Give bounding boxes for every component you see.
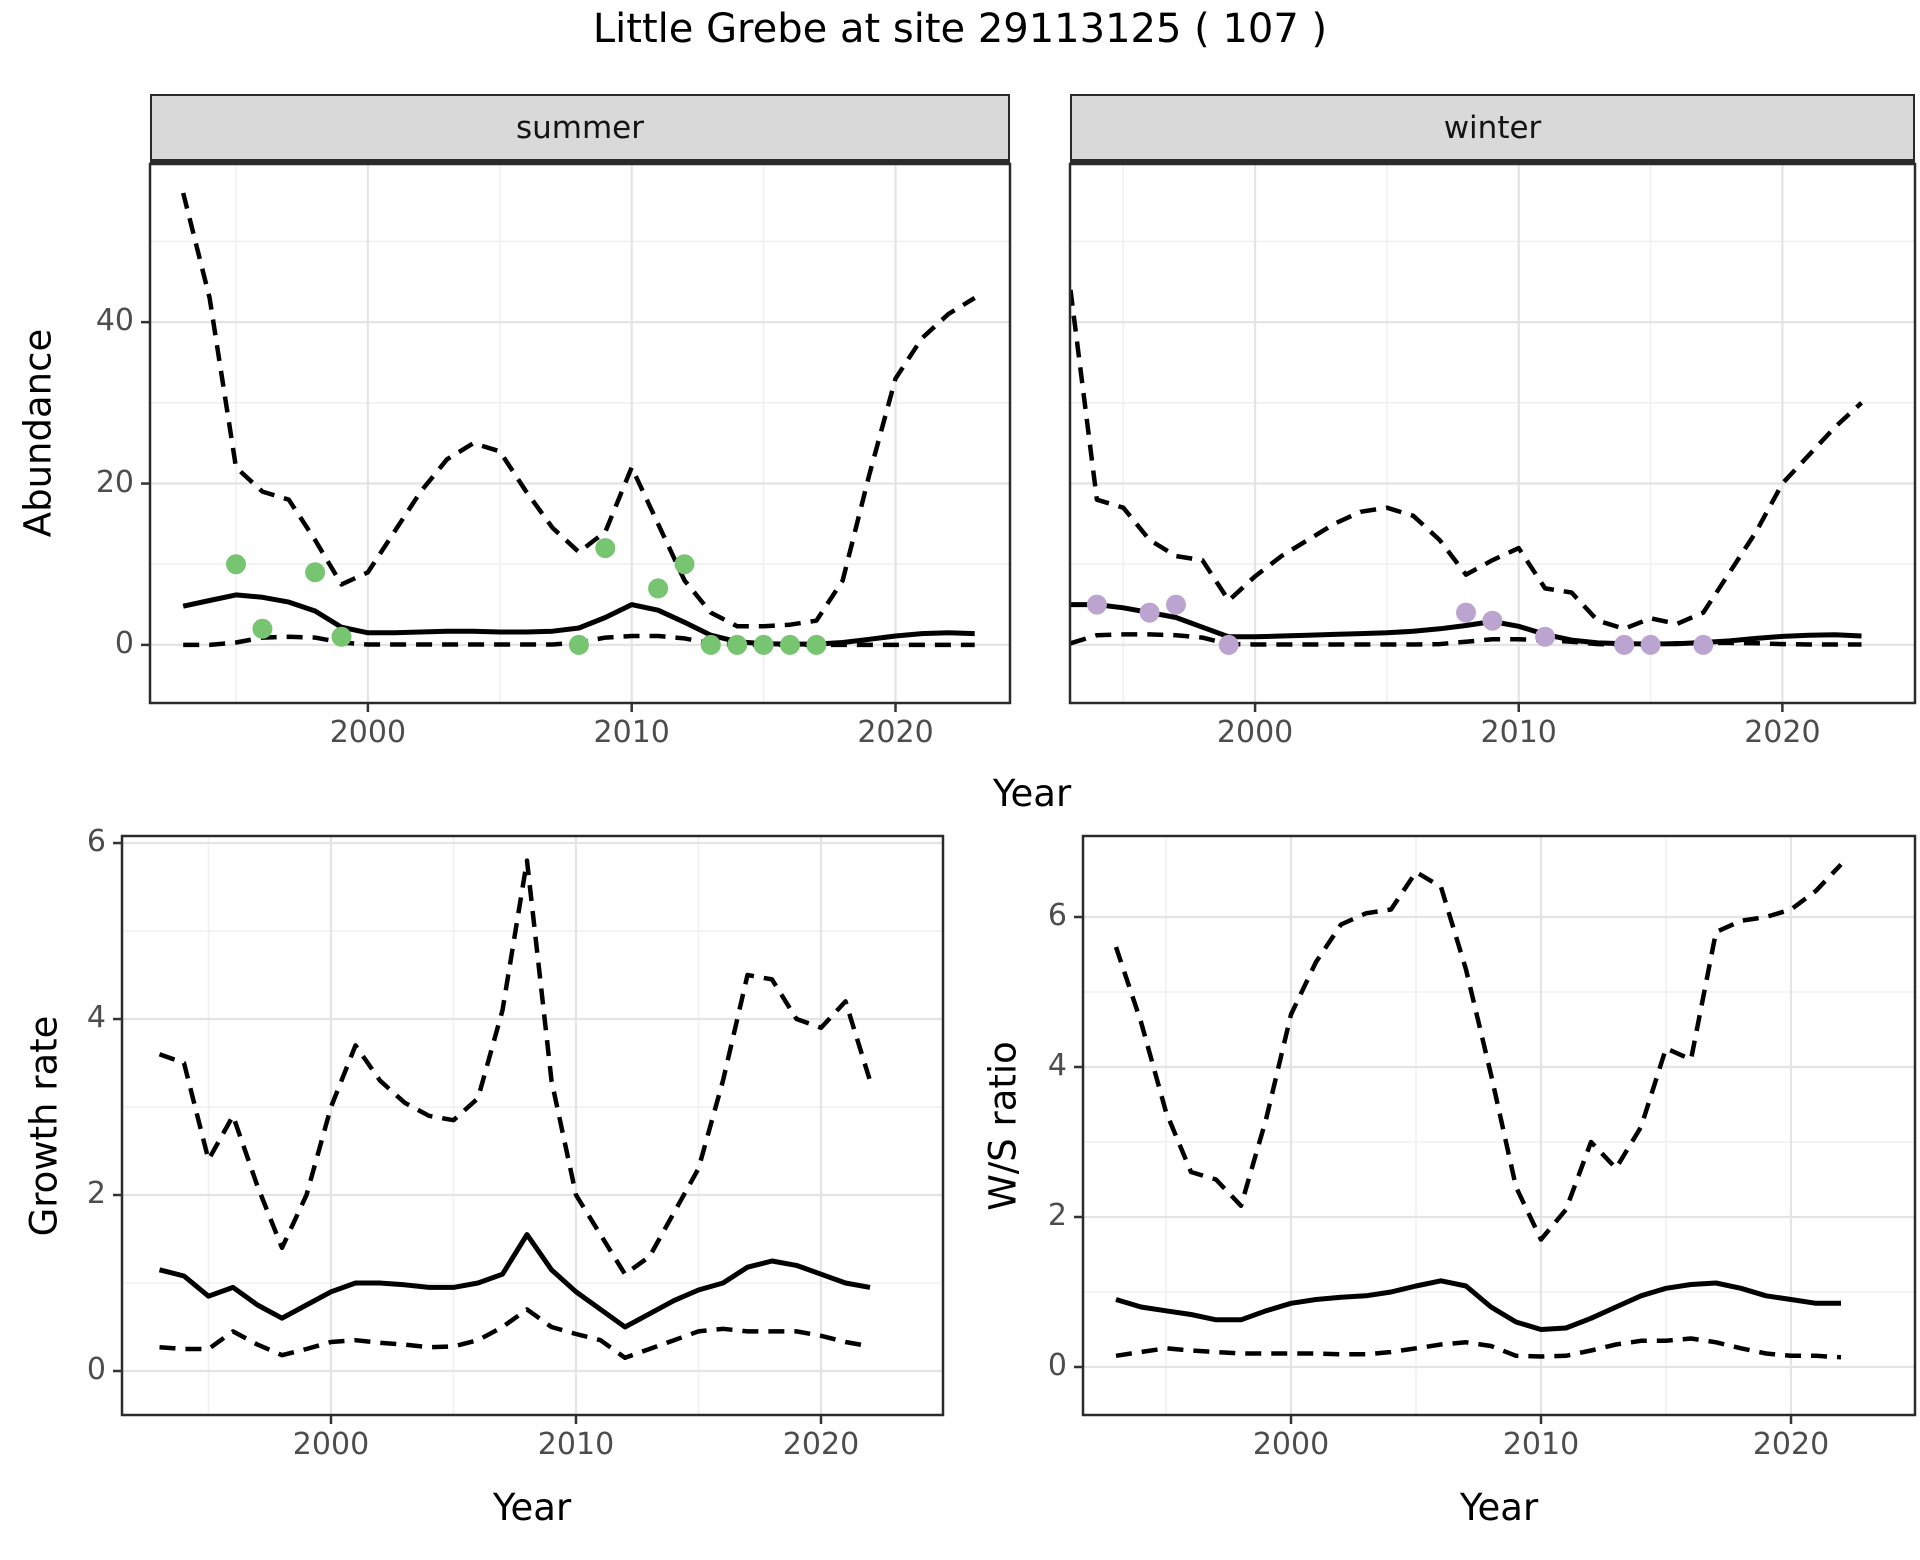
y-tick-label: 6 <box>1047 898 1067 933</box>
panel-abundance-winter <box>1068 162 1917 712</box>
abundance-summer-point <box>331 626 352 647</box>
y-tick-label: 2 <box>1047 1198 1067 1233</box>
abundance-winter-chart <box>1068 162 1917 712</box>
abundance-summer-point <box>252 618 273 639</box>
x-tick-label: 2010 <box>593 715 670 750</box>
x-axis-title-year-growth: Year <box>492 1486 572 1529</box>
x-tick-label: 2020 <box>857 715 934 750</box>
growth-rate-mean-line <box>158 1232 871 1330</box>
panel-growth-rate <box>113 834 945 1424</box>
y-tick-label: 4 <box>86 1000 106 1036</box>
x-axis-title-year-ws: Year <box>1459 1486 1539 1529</box>
y-tick-label: 20 <box>95 464 134 500</box>
abundance-winter-point <box>1640 634 1661 655</box>
abundance-summer-point <box>674 554 695 575</box>
growth-rate-chart <box>113 834 945 1424</box>
facet-strip-winter-label: winter <box>1443 109 1542 146</box>
abundance-winter-point <box>1482 610 1503 631</box>
x-tick-label: 2000 <box>1216 715 1294 750</box>
panel-abundance-summer <box>141 162 1012 712</box>
abundance-summer-point <box>568 634 589 655</box>
x-tick-label: 2000 <box>329 715 407 750</box>
ws-ratio-lower-ci-line <box>1115 1336 1842 1360</box>
y-tick-label: 0 <box>114 625 134 661</box>
abundance-winter-point <box>1166 594 1186 615</box>
abundance-summer-point <box>226 554 246 575</box>
ws-ratio-chart <box>1074 834 1917 1424</box>
y-tick-label: 2 <box>86 1176 106 1211</box>
abundance-summer-point <box>648 578 669 599</box>
x-tick-label: 2000 <box>1252 1427 1330 1462</box>
ws-ratio-mean-line <box>1115 1278 1841 1332</box>
panel-ws-ratio <box>1074 834 1917 1424</box>
x-tick-label: 2000 <box>292 1427 370 1462</box>
ws-ratio-upper-ci-line <box>1113 862 1843 1242</box>
x-tick-label: 2020 <box>1752 1427 1830 1462</box>
x-tick-label: 2010 <box>1480 715 1557 750</box>
y-tick-label: 6 <box>86 824 106 860</box>
growth-rate-upper-ci-line <box>158 858 873 1277</box>
abundance-summer-point <box>305 562 326 583</box>
abundance-summer-point <box>595 538 616 559</box>
facet-strip-summer-label: summer <box>515 109 644 146</box>
growth-rate-lower-ci-line <box>159 1307 871 1361</box>
facet-strip-summer: summer <box>150 94 1010 164</box>
abundance-winter-point <box>1456 602 1476 623</box>
x-tick-label: 2020 <box>782 1427 860 1462</box>
abundance-winter-point <box>1218 634 1239 655</box>
abundance-winter-point <box>1614 634 1635 655</box>
y-tick-label: 0 <box>1047 1348 1067 1383</box>
abundance-winter-point <box>1086 594 1107 615</box>
abundance-summer-mean-line <box>182 592 975 647</box>
abundance-summer-point <box>806 634 827 655</box>
abundance-summer-point <box>700 634 721 655</box>
x-tick-label: 2010 <box>1502 1427 1580 1462</box>
x-axis-title-year-top: Year <box>992 772 1072 815</box>
abundance-summer-point <box>753 634 774 655</box>
y-axis-title-abundance: Abundance <box>16 328 60 538</box>
figure-title: Little Grebe at site 29113125 ( 107 ) <box>592 6 1328 52</box>
abundance-winter-lower-ci-line <box>1069 632 1862 647</box>
abundance-summer-chart <box>141 162 1012 712</box>
facet-strip-winter: winter <box>1070 94 1915 164</box>
abundance-winter-upper-ci-line <box>1069 289 1864 632</box>
abundance-summer-point <box>780 634 800 655</box>
y-tick-label: 4 <box>1047 1048 1067 1083</box>
abundance-winter-point <box>1693 634 1714 655</box>
y-tick-label: 40 <box>95 303 134 339</box>
abundance-summer-upper-ci-line <box>181 192 976 629</box>
abundance-summer-point <box>727 634 748 655</box>
abundance-winter-point <box>1535 626 1556 647</box>
y-tick-label: 0 <box>86 1352 106 1387</box>
x-tick-label: 2010 <box>537 1427 615 1462</box>
x-tick-label: 2020 <box>1744 715 1821 750</box>
abundance-winter-point <box>1139 602 1160 623</box>
